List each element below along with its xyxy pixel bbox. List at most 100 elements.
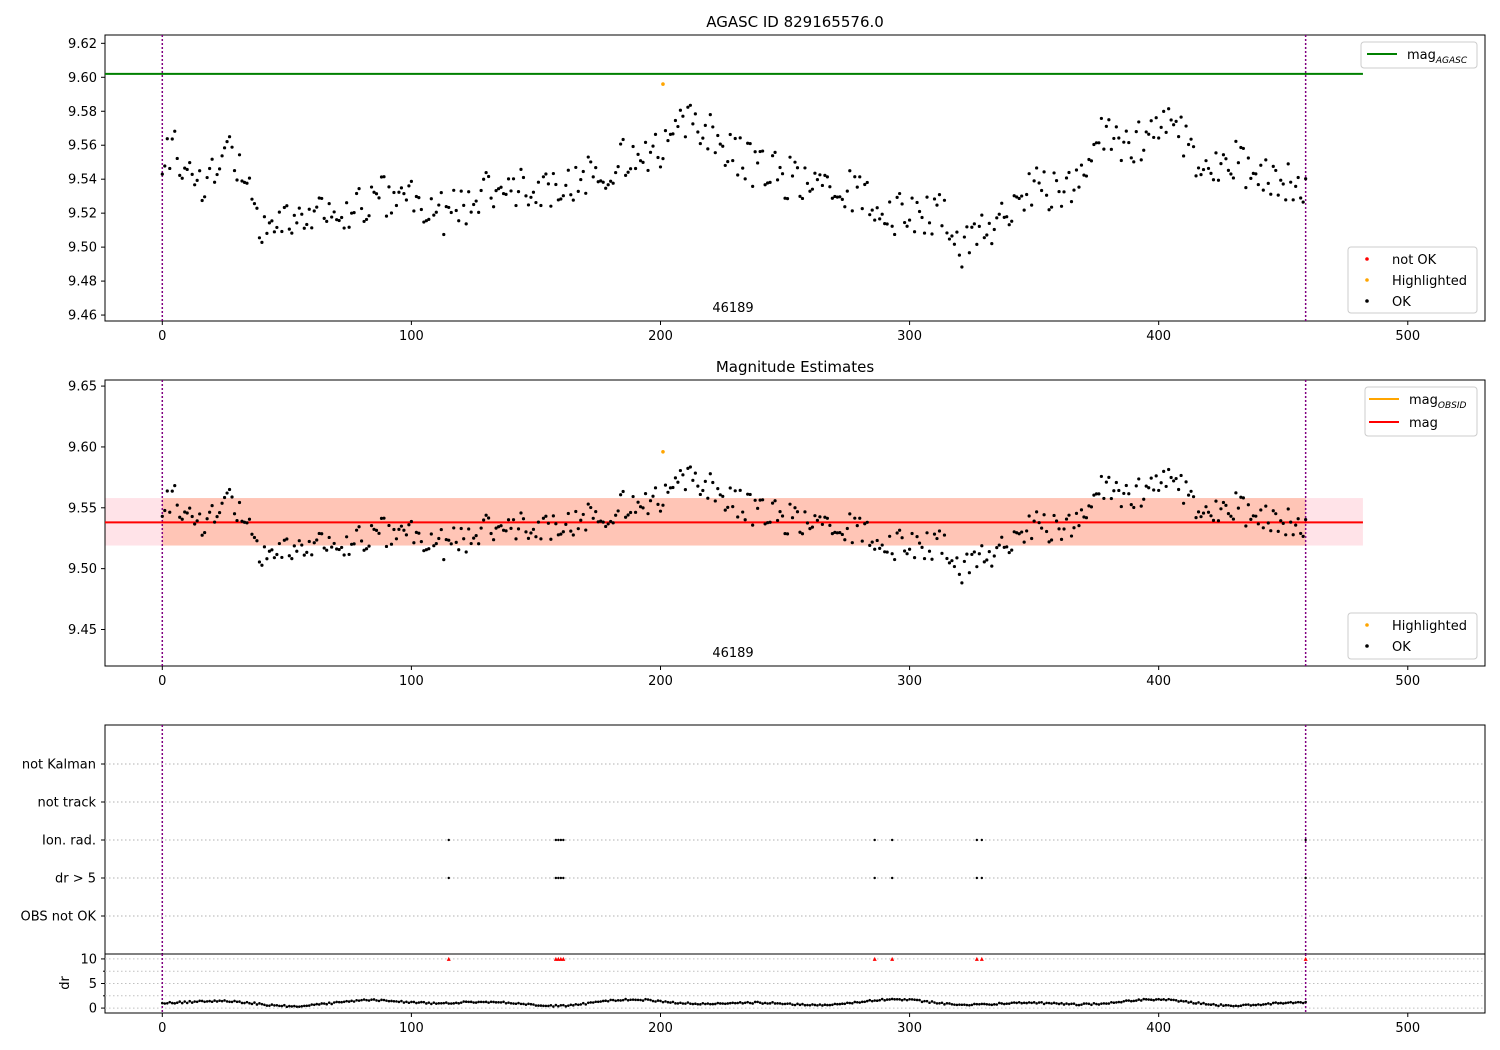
ok-point (277, 210, 281, 214)
ok-point (554, 182, 558, 187)
ok-point (227, 487, 232, 492)
dr-point (1032, 1001, 1036, 1004)
dr-point (385, 999, 388, 1002)
dr-point (357, 999, 361, 1002)
ok-point (1005, 215, 1009, 219)
dr-point (1047, 1001, 1051, 1005)
ok-point (628, 167, 633, 171)
ok-point (1229, 514, 1233, 518)
x-tick-label: 400 (1146, 674, 1171, 689)
dr-point (405, 1000, 408, 1004)
ok-point (604, 186, 608, 190)
dr-point (898, 998, 901, 1001)
dr-point (467, 1000, 470, 1004)
dr-point (930, 1000, 934, 1003)
ok-point (883, 222, 887, 226)
dr-point (1172, 998, 1175, 1002)
ok-point (1256, 182, 1260, 187)
dr-point (487, 1001, 490, 1004)
dr-point (676, 1002, 680, 1005)
ok-point (950, 559, 954, 563)
ok-point (237, 500, 242, 505)
ok-point (783, 196, 787, 200)
ok-point (793, 506, 797, 510)
ok-point (658, 509, 663, 513)
dr-point (848, 1001, 852, 1005)
ok-point (990, 564, 994, 568)
ok-point (977, 552, 981, 556)
ok-point (691, 478, 695, 482)
dr-point (243, 1001, 246, 1005)
ok-point (404, 198, 409, 202)
dr-point (626, 998, 630, 1002)
ok-point (960, 581, 964, 585)
ok-point (564, 522, 568, 526)
ok-point (990, 242, 994, 246)
dr-point (1152, 998, 1156, 1002)
y-tick-label: 9.60 (68, 440, 97, 455)
dr-point (713, 1002, 717, 1006)
dr-point (756, 1000, 759, 1004)
dr-point (878, 998, 881, 1002)
ok-point (165, 137, 169, 141)
ok-point (1124, 129, 1128, 133)
dr-point (392, 999, 396, 1003)
dr-point (933, 1001, 936, 1004)
dr-point (654, 1000, 657, 1003)
dr-point (200, 999, 204, 1003)
legend-lines: magAGASC (1360, 41, 1478, 69)
dr-point (1281, 1002, 1285, 1005)
ok-point (1162, 469, 1166, 473)
ok-point (330, 545, 334, 549)
dr-point (208, 999, 211, 1003)
dr-point (766, 1002, 769, 1005)
ok-point (770, 501, 775, 505)
ok-point (579, 518, 583, 522)
ok-point (417, 196, 421, 200)
ok-point (317, 196, 321, 200)
ok-point (439, 190, 443, 195)
dr-point (410, 1000, 413, 1004)
ok-point (379, 175, 384, 179)
ok-point (589, 505, 593, 510)
dr-point (783, 1002, 787, 1006)
dr-point (746, 1000, 749, 1004)
ok-point (477, 210, 481, 214)
dr-point (1296, 1000, 1300, 1004)
ok-point (678, 468, 683, 473)
dr-point (1122, 999, 1126, 1003)
dr-point (1214, 1003, 1218, 1007)
ok-point (718, 493, 722, 497)
x-tick-label: 0 (158, 674, 166, 689)
dr-point (699, 1003, 702, 1006)
dr-point (938, 1001, 941, 1005)
ok-point (302, 226, 306, 230)
ok-point (706, 496, 710, 500)
ok-point (496, 525, 501, 529)
ok-point (1157, 136, 1161, 140)
ok-point (1134, 129, 1138, 134)
dr-point (1291, 1001, 1295, 1005)
dr-point (472, 1001, 475, 1004)
ok-point (188, 506, 192, 510)
ok-point (1087, 504, 1091, 508)
ok-point (1137, 120, 1141, 124)
ok-point (1246, 503, 1250, 507)
ok-point (741, 510, 745, 514)
dr-point (1022, 1001, 1026, 1005)
ok-point (163, 508, 167, 513)
dr-point (547, 1004, 550, 1008)
ok-point (1005, 545, 1009, 549)
dr-point (1057, 1002, 1061, 1006)
dr-point (1149, 998, 1153, 1002)
dr-point (180, 1001, 184, 1005)
ok-point (833, 530, 837, 534)
ok-point (215, 172, 219, 177)
ok-point (1271, 509, 1275, 513)
dr-point (377, 999, 381, 1003)
dr-point (806, 1003, 809, 1007)
ok-point (952, 242, 957, 246)
ok-point (262, 215, 267, 219)
ok-point (1264, 504, 1268, 508)
ok-point (621, 489, 625, 494)
